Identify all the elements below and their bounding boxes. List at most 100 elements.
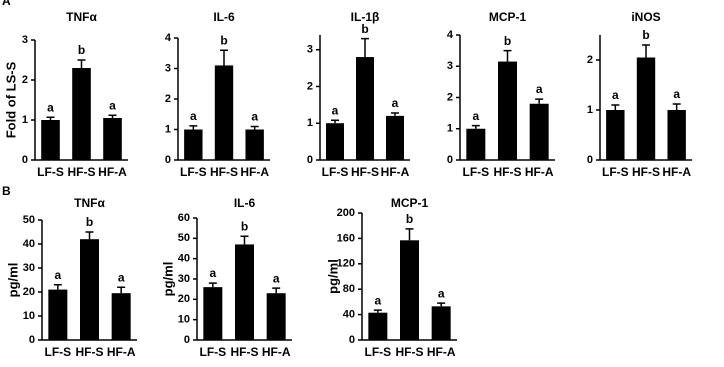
bar [103, 118, 122, 160]
y-tick-label: 30 [23, 262, 35, 274]
chart-title: IL-6 [213, 10, 235, 24]
x-tick-label: LF-S [322, 165, 349, 179]
y-tick-label: 2 [22, 74, 28, 86]
error-bar [240, 235, 249, 245]
x-tick-label: HF-S [76, 345, 104, 359]
error-bar [53, 284, 62, 290]
y-tick-label: 0 [184, 334, 190, 346]
significance-label: a [47, 100, 54, 114]
y-tick-label: 30 [178, 273, 190, 285]
y-tick-label: 0 [447, 154, 453, 166]
y-tick-label: 4 [447, 29, 454, 41]
error-bar [272, 287, 281, 294]
y-tick-label: 80 [343, 283, 355, 295]
x-tick-label: HF-A [662, 165, 691, 179]
x-tick-label: LF-S [180, 165, 207, 179]
significance-label: a [374, 293, 381, 307]
chart-title: MCP-1 [489, 10, 527, 24]
significance-label: b [361, 22, 368, 36]
y-tick-label: 4 [165, 32, 172, 44]
y-tick-label: 60 [178, 212, 190, 224]
y-tick-label: 20 [178, 293, 190, 305]
x-tick-label: LF-S [462, 165, 489, 179]
significance-label: a [273, 271, 280, 285]
y-tick-label: 2 [447, 91, 453, 103]
bar [498, 61, 517, 160]
bar [266, 293, 286, 340]
y-tick-label: 0 [29, 334, 35, 346]
bar [326, 123, 344, 160]
bar [111, 293, 131, 340]
y-tick-label: 40 [343, 309, 355, 321]
x-tick-label: HF-A [525, 165, 554, 179]
chart-title: TNFα [66, 10, 97, 24]
error-bar [361, 37, 369, 58]
bar [667, 110, 686, 160]
significance-label: b [78, 43, 85, 57]
bar [386, 115, 404, 160]
significance-label: a [118, 270, 125, 284]
y-tick-label: 50 [178, 232, 190, 244]
x-tick-label: HF-A [240, 165, 269, 179]
significance-label: b [642, 28, 649, 42]
chart-title: IL-1β [351, 10, 380, 24]
bar [356, 57, 374, 160]
significance-label: a [190, 109, 197, 123]
y-tick-label: 2 [165, 93, 171, 105]
bar [48, 289, 68, 340]
x-tick-label: HF-S [396, 345, 424, 359]
error-bar [405, 228, 414, 241]
y-tick-label: 1 [447, 123, 453, 135]
bar [636, 57, 656, 160]
x-tick-label: HF-S [351, 165, 379, 179]
y-tick-label: 3 [447, 60, 453, 72]
x-tick-label: LF-S [44, 345, 71, 359]
x-tick-label: HF-A [381, 165, 410, 179]
y-tick-label: 2 [307, 80, 313, 92]
y-tick-label: 20 [23, 286, 35, 298]
error-bar [46, 116, 55, 120]
x-tick-label: LF-S [364, 345, 391, 359]
y-tick-label: 160 [337, 232, 355, 244]
y-tick-label: 2 [587, 54, 593, 66]
significance-label: b [504, 34, 511, 48]
bar [80, 239, 99, 340]
y-tick-label: 0 [165, 154, 171, 166]
y-tick-label: 0 [22, 154, 28, 166]
y-tick-label: 50 [23, 214, 35, 226]
bar [41, 120, 60, 160]
bar [203, 287, 223, 340]
y-tick-label: 3 [165, 62, 171, 74]
error-bar [108, 114, 117, 118]
x-tick-label: LF-S [199, 345, 226, 359]
y-tick-label: 10 [178, 314, 190, 326]
x-tick-label: LF-S [37, 165, 64, 179]
y-tick-label: 40 [178, 253, 190, 265]
error-bar [220, 49, 228, 66]
y-tick-label: 0 [349, 334, 355, 346]
x-tick-label: HF-S [68, 165, 96, 179]
x-tick-label: HF-A [98, 165, 127, 179]
y-axis-label: pg/ml [160, 262, 175, 297]
y-tick-label: 1 [587, 104, 593, 116]
error-bar [503, 49, 512, 62]
error-bar [208, 282, 217, 288]
x-tick-label: HF-A [262, 345, 291, 359]
y-tick-label: 200 [337, 207, 355, 219]
error-bar [189, 125, 198, 130]
error-bar [391, 112, 399, 116]
error-bar [77, 59, 86, 68]
y-axis-label: pg/ml [5, 263, 20, 298]
x-tick-label: HF-S [494, 165, 522, 179]
x-tick-label: HF-A [107, 345, 136, 359]
panel-label: B [2, 184, 11, 198]
y-tick-label: 0 [307, 154, 313, 166]
significance-label: a [612, 88, 619, 102]
significance-label: b [220, 33, 227, 47]
error-bar [373, 309, 382, 313]
bar [368, 312, 388, 340]
error-bar [437, 302, 446, 307]
y-tick-label: 3 [22, 34, 28, 46]
bar [235, 244, 254, 340]
